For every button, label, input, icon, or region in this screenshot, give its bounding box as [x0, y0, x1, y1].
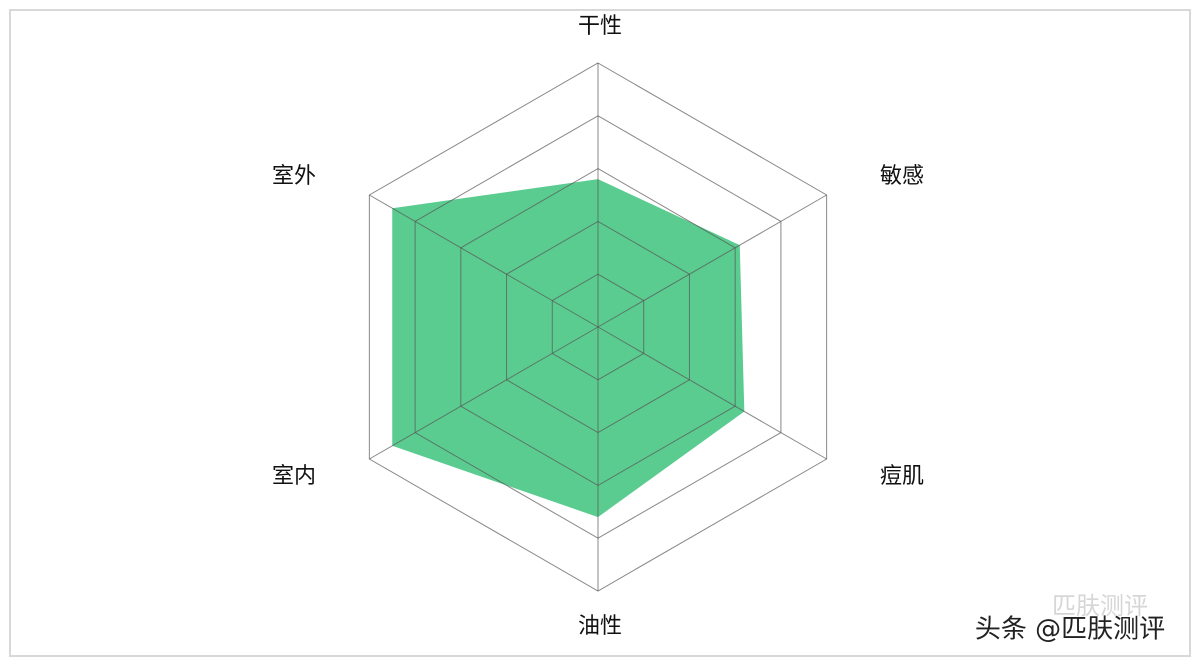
category-label: 干性: [578, 14, 622, 39]
axis-spoke: [369, 326, 599, 460]
axis-spoke: [597, 194, 827, 328]
category-label: 敏感: [880, 164, 924, 189]
axis-spoke: [597, 326, 827, 460]
watermark-faded: 匹肤测评: [1052, 592, 1148, 620]
category-label: 油性: [578, 614, 622, 639]
radar-area: [392, 179, 745, 518]
category-label: 痘肌: [880, 464, 924, 489]
category-label: 室外: [272, 164, 316, 189]
category-label: 室内: [272, 464, 316, 489]
axis-spoke: [369, 194, 599, 328]
watermark: 头条 @匹肤测评: [975, 615, 1165, 645]
